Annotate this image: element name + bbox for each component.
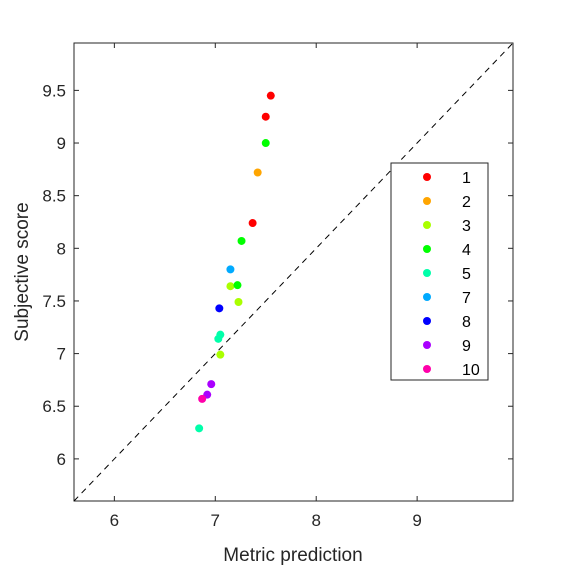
legend-label-4: 4 — [462, 242, 471, 259]
identity-reference-line — [73, 42, 514, 502]
x-tick-label: 7 — [211, 511, 220, 530]
legend-label-1: 1 — [462, 170, 471, 187]
y-tick-label: 9 — [57, 134, 66, 153]
legend-label-10: 10 — [462, 362, 480, 379]
legend-marker-2 — [423, 197, 431, 205]
y-tick-label: 8 — [57, 239, 66, 258]
data-point-series-4 — [237, 236, 246, 245]
data-point-series-8 — [215, 304, 224, 313]
legend-marker-1 — [423, 173, 431, 181]
data-point-series-10 — [198, 394, 207, 403]
legend-label-8: 8 — [462, 314, 471, 331]
legend-marker-8 — [423, 317, 431, 325]
data-point-series-5 — [214, 334, 223, 343]
data-point-series-1 — [266, 91, 275, 100]
legend-label-7: 7 — [462, 290, 471, 307]
legend-marker-10 — [423, 365, 431, 373]
y-tick-label: 6 — [57, 450, 66, 469]
data-point-series-7 — [226, 265, 235, 274]
y-tick-label: 9.5 — [42, 81, 66, 100]
data-point-series-1 — [248, 219, 257, 228]
y-tick-label: 7 — [57, 345, 66, 364]
legend-marker-7 — [423, 293, 431, 301]
data-points — [195, 91, 275, 433]
x-axis-ticks: 6 7 8 9 — [110, 43, 422, 530]
x-tick-label: 9 — [412, 511, 421, 530]
x-axis-label: Metric prediction — [223, 545, 362, 566]
data-point-series-1 — [261, 112, 270, 121]
legend: 1 2 3 4 5 7 8 9 10 — [390, 162, 489, 381]
data-point-series-3 — [226, 282, 235, 291]
legend-label-2: 2 — [462, 194, 471, 211]
data-point-series-3 — [216, 350, 225, 359]
y-axis-label: Subjective score — [12, 202, 33, 341]
legend-marker-5 — [423, 269, 431, 277]
legend-marker-9 — [423, 341, 431, 349]
legend-items: 1 2 3 4 5 7 8 9 10 — [423, 170, 480, 379]
y-tick-label: 7.5 — [42, 292, 66, 311]
data-point-series-4 — [261, 139, 270, 148]
data-point-series-5 — [195, 424, 204, 433]
y-tick-label: 8.5 — [42, 187, 66, 206]
x-tick-label: 8 — [311, 511, 320, 530]
legend-box — [390, 162, 489, 381]
legend-marker-4 — [423, 245, 431, 253]
data-point-series-4 — [233, 281, 242, 290]
data-point-series-2 — [253, 168, 262, 177]
legend-label-5: 5 — [462, 266, 471, 283]
y-axis-ticks: 6 6.5 7 7.5 8 8.5 9 9.5 — [42, 81, 513, 469]
y-tick-label: 6.5 — [42, 397, 66, 416]
legend-marker-3 — [423, 221, 431, 229]
legend-label-9: 9 — [462, 338, 471, 355]
legend-label-3: 3 — [462, 218, 471, 235]
x-tick-label: 6 — [110, 511, 119, 530]
data-point-series-9 — [207, 380, 216, 389]
data-point-series-3 — [234, 298, 243, 307]
